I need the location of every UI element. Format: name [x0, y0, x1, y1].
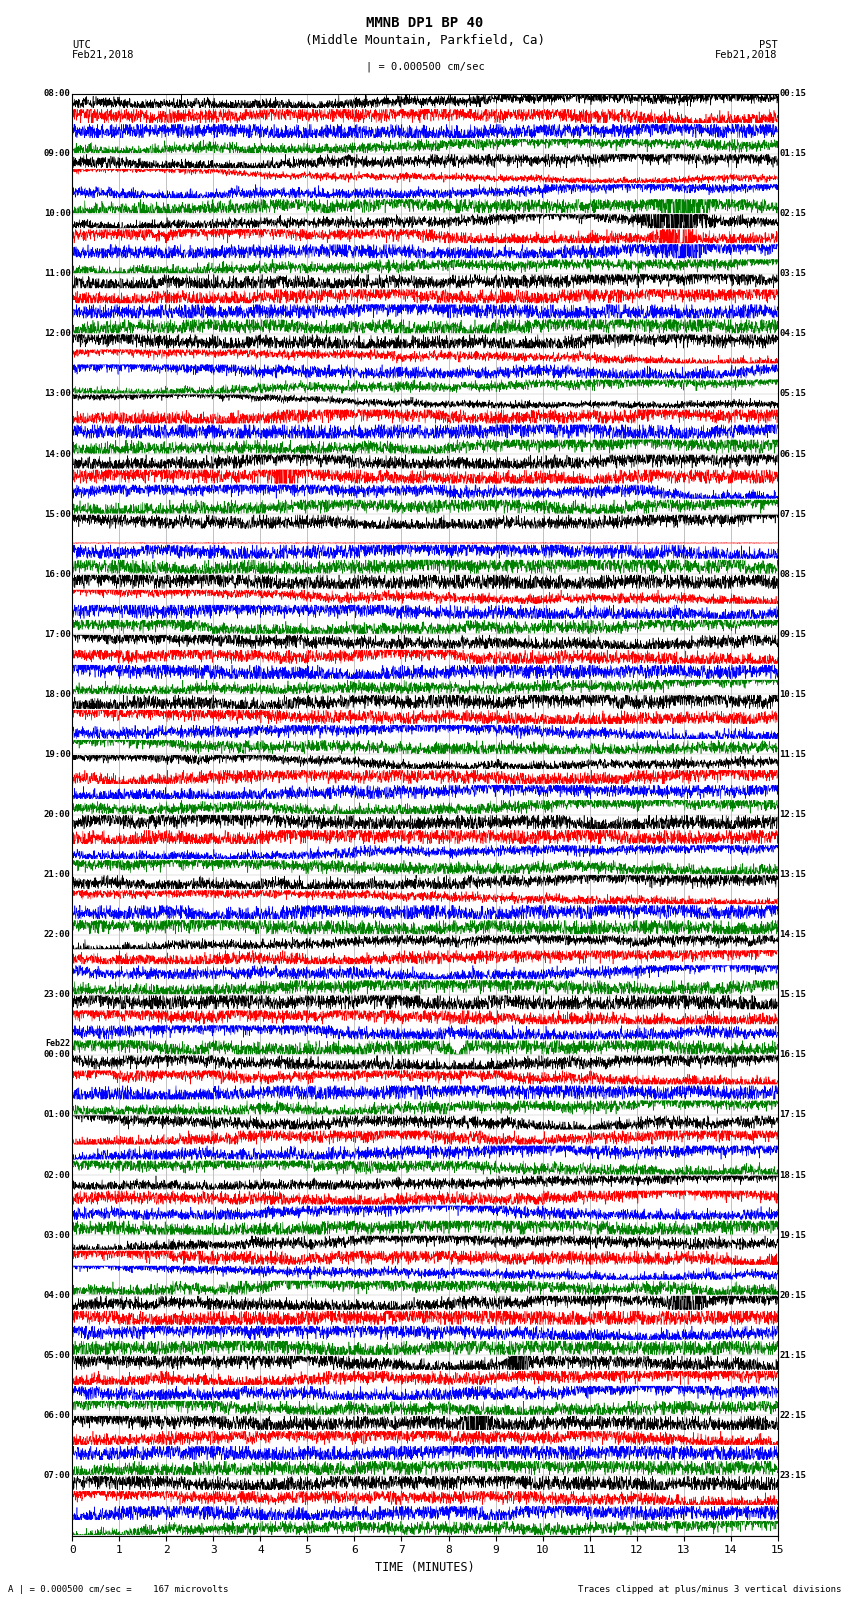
- Text: 13:15: 13:15: [779, 869, 807, 879]
- Text: 08:15: 08:15: [779, 569, 807, 579]
- Text: 12:00: 12:00: [43, 329, 71, 339]
- Text: 08:00: 08:00: [43, 89, 71, 98]
- Text: A | = 0.000500 cm/sec =    167 microvolts: A | = 0.000500 cm/sec = 167 microvolts: [8, 1584, 229, 1594]
- Text: 10:00: 10:00: [43, 210, 71, 218]
- Text: 07:15: 07:15: [779, 510, 807, 519]
- Text: 07:00: 07:00: [43, 1471, 71, 1481]
- Text: (Middle Mountain, Parkfield, Ca): (Middle Mountain, Parkfield, Ca): [305, 34, 545, 47]
- Text: 11:15: 11:15: [779, 750, 807, 760]
- Text: 23:15: 23:15: [779, 1471, 807, 1481]
- Text: 18:15: 18:15: [779, 1171, 807, 1179]
- Text: 02:00: 02:00: [43, 1171, 71, 1179]
- Text: 06:15: 06:15: [779, 450, 807, 458]
- Text: 03:15: 03:15: [779, 269, 807, 279]
- Text: 09:15: 09:15: [779, 629, 807, 639]
- Text: 14:00: 14:00: [43, 450, 71, 458]
- Text: Feb22: Feb22: [46, 1039, 71, 1048]
- Text: Feb21,2018: Feb21,2018: [715, 50, 778, 60]
- Text: Feb21,2018: Feb21,2018: [72, 50, 135, 60]
- Text: 01:15: 01:15: [779, 148, 807, 158]
- Text: UTC: UTC: [72, 40, 91, 50]
- Text: 11:00: 11:00: [43, 269, 71, 279]
- Text: 20:00: 20:00: [43, 810, 71, 819]
- Text: MMNB DP1 BP 40: MMNB DP1 BP 40: [366, 16, 484, 31]
- Text: 22:00: 22:00: [43, 931, 71, 939]
- Text: 16:15: 16:15: [779, 1050, 807, 1060]
- Text: 05:15: 05:15: [779, 389, 807, 398]
- X-axis label: TIME (MINUTES): TIME (MINUTES): [375, 1561, 475, 1574]
- Text: 21:15: 21:15: [779, 1350, 807, 1360]
- Text: 17:15: 17:15: [779, 1110, 807, 1119]
- Text: 16:00: 16:00: [43, 569, 71, 579]
- Text: 21:00: 21:00: [43, 869, 71, 879]
- Text: 15:00: 15:00: [43, 510, 71, 519]
- Text: 01:00: 01:00: [43, 1110, 71, 1119]
- Text: 12:15: 12:15: [779, 810, 807, 819]
- Text: 13:00: 13:00: [43, 389, 71, 398]
- Text: 15:15: 15:15: [779, 990, 807, 1000]
- Text: 14:15: 14:15: [779, 931, 807, 939]
- Text: 02:15: 02:15: [779, 210, 807, 218]
- Text: 00:15: 00:15: [779, 89, 807, 98]
- Text: Traces clipped at plus/minus 3 vertical divisions: Traces clipped at plus/minus 3 vertical …: [578, 1584, 842, 1594]
- Text: 09:00: 09:00: [43, 148, 71, 158]
- Text: 06:00: 06:00: [43, 1411, 71, 1419]
- Text: 19:15: 19:15: [779, 1231, 807, 1240]
- Text: 00:00: 00:00: [43, 1050, 71, 1060]
- Text: 05:00: 05:00: [43, 1350, 71, 1360]
- Text: | = 0.000500 cm/sec: | = 0.000500 cm/sec: [366, 61, 484, 73]
- Text: 20:15: 20:15: [779, 1290, 807, 1300]
- Text: 22:15: 22:15: [779, 1411, 807, 1419]
- Text: 17:00: 17:00: [43, 629, 71, 639]
- Text: 19:00: 19:00: [43, 750, 71, 760]
- Text: 04:15: 04:15: [779, 329, 807, 339]
- Text: PST: PST: [759, 40, 778, 50]
- Text: 10:15: 10:15: [779, 690, 807, 698]
- Text: 04:00: 04:00: [43, 1290, 71, 1300]
- Text: 03:00: 03:00: [43, 1231, 71, 1240]
- Text: 18:00: 18:00: [43, 690, 71, 698]
- Text: 23:00: 23:00: [43, 990, 71, 1000]
